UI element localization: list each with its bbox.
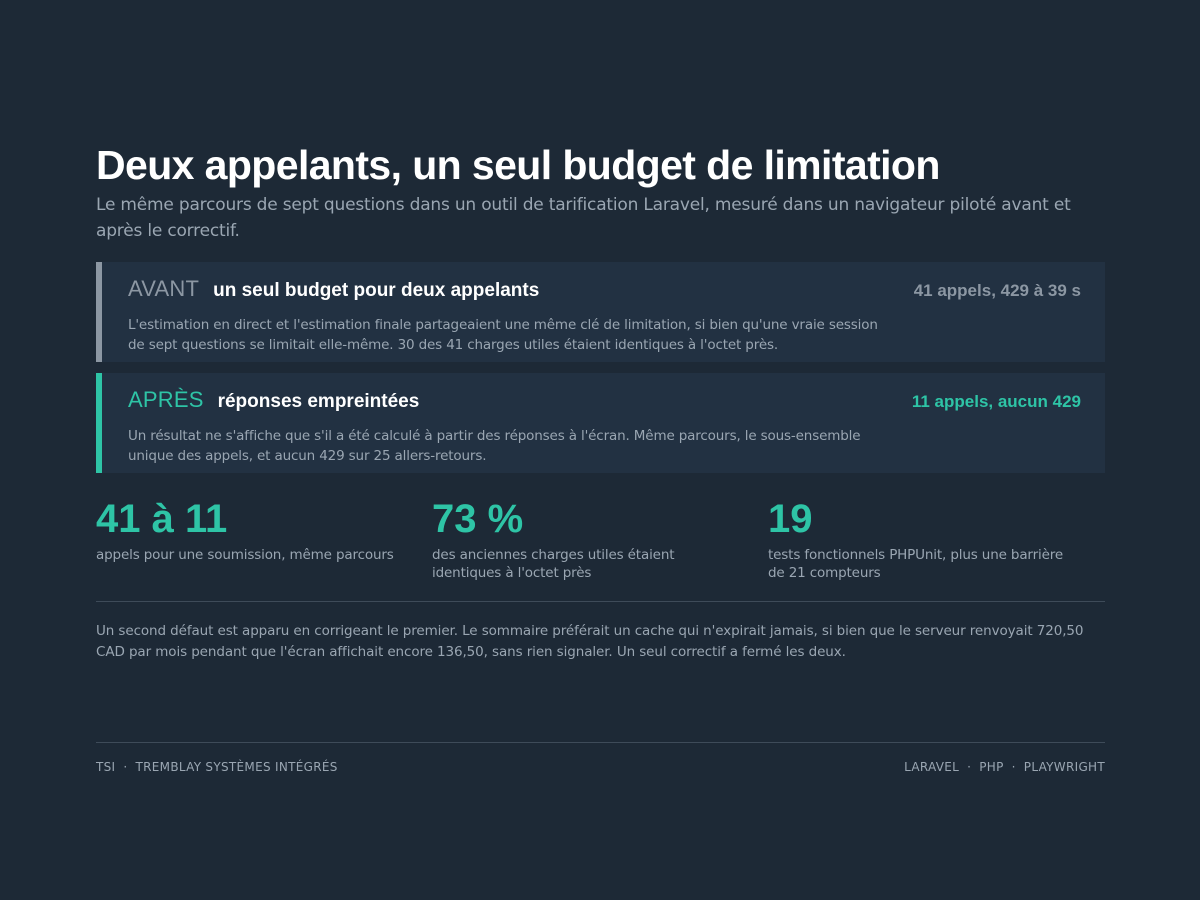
after-tag: APRÈS: [128, 387, 204, 412]
after-panel: APRÈS réponses empreintées 11 appels, au…: [96, 373, 1105, 473]
footer-right: LARAVEL · PHP · PLAYWRIGHT: [904, 760, 1105, 774]
before-tag: AVANT: [128, 276, 200, 301]
footer-separator: ·: [1011, 760, 1016, 774]
after-description: Un résultat ne s'affiche que s'il a été …: [128, 428, 861, 464]
stat-value: 19: [768, 497, 813, 541]
stat-label: des anciennes charges utiles étaient ide…: [432, 547, 675, 581]
footer-brand-short: TSI: [96, 760, 116, 774]
stat-value: 73 %: [432, 497, 524, 541]
stat-label: appels pour une soumission, même parcour…: [96, 547, 394, 563]
footer-tech-laravel: LARAVEL: [904, 760, 960, 774]
footer-brand-name: TREMBLAY SYSTÈMES INTÉGRÉS: [135, 760, 338, 774]
before-description: L'estimation en direct et l'estimation f…: [128, 317, 878, 353]
after-panel-header: APRÈS réponses empreintées: [128, 387, 1081, 418]
stat-tests: 19 tests fonctionnels PHPUnit, plus une …: [768, 497, 1104, 583]
stats-row: 41 à 11 appels pour une soumission, même…: [96, 497, 1105, 583]
footer-tech-playwright: PLAYWRIGHT: [1023, 760, 1105, 774]
before-panel-header: AVANT un seul budget pour deux appelants: [128, 276, 1081, 307]
page-title: Deux appelants, un seul budget de limita…: [96, 142, 940, 188]
after-label: réponses empreintées: [217, 391, 420, 412]
footer-tech-php: PHP: [979, 760, 1004, 774]
footer-separator: ·: [967, 760, 972, 774]
footer: TSI · TREMBLAY SYSTÈMES INTÉGRÉS LARAVEL · P…: [96, 742, 1105, 774]
before-label: un seul budget pour deux appelants: [213, 280, 540, 301]
page-subtitle: Le même parcours de sept questions dans …: [96, 195, 1071, 241]
stat-identical-payloads: 73 % des anciennes charges utiles étaien…: [432, 497, 768, 583]
before-metric: 41 appels, 429 à 39 s: [913, 281, 1081, 300]
before-panel: AVANT un seul budget pour deux appelants…: [96, 262, 1105, 362]
stat-label: tests fonctionnels PHPUnit, plus une bar…: [768, 547, 1064, 581]
divider: [96, 601, 1105, 602]
stat-calls: 41 à 11 appels pour une soumission, même…: [96, 497, 432, 583]
stat-value: 41 à 11: [96, 497, 228, 541]
footer-left: TSI · TREMBLAY SYSTÈMES INTÉGRÉS: [96, 760, 338, 774]
footer-separator: ·: [123, 760, 128, 774]
content: Deux appelants, un seul budget de limita…: [96, 140, 1105, 677]
closing-note: Un second défaut est apparu en corrigean…: [96, 623, 1084, 660]
after-metric: 11 appels, aucun 429: [911, 392, 1081, 411]
